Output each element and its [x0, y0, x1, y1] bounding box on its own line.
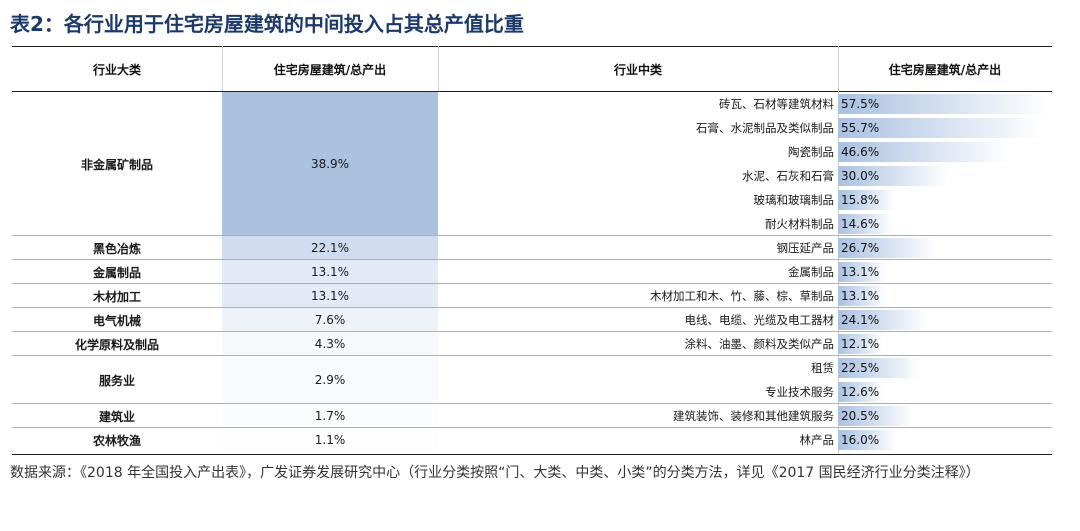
- sub-category-name: 水泥、石灰和石膏: [742, 169, 834, 183]
- major-category-ratio: 1.1%: [222, 428, 438, 452]
- sub-category-bar: 13.1%: [838, 284, 1050, 308]
- major-category-name: 木材加工: [92, 289, 141, 304]
- sub-category-name: 专业技术服务: [765, 385, 834, 399]
- sub-category-ratio: 14.6%: [841, 217, 880, 231]
- sub-category-ratio: 15.8%: [841, 193, 880, 207]
- bar-fill: [838, 214, 892, 234]
- sub-category-name: 砖瓦、石材等建筑材料: [719, 97, 834, 111]
- major-category-ratio: 38.9%: [222, 92, 438, 236]
- row-separator: [12, 307, 1052, 308]
- bar-fill: [838, 430, 897, 450]
- sub-category-name: 涂料、油墨、颜料及类似产品: [684, 337, 835, 351]
- sub-category-name: 陶瓷制品: [788, 145, 834, 159]
- major-category-ratio: 4.3%: [222, 332, 438, 356]
- sub-category-name: 建筑装饰、装修和其他建筑服务: [673, 409, 834, 423]
- sub-category-ratio: 26.7%: [841, 241, 880, 255]
- sub-category-bar: 12.6%: [838, 380, 1050, 404]
- sub-category-ratio: 46.6%: [841, 145, 880, 159]
- bar-fill: [838, 358, 921, 378]
- sub-category-bar: 16.0%: [838, 428, 1050, 452]
- sub-category-name: 玻璃和玻璃制品: [753, 193, 835, 207]
- bar-fill: [838, 406, 914, 426]
- sub-category-ratio: 24.1%: [841, 313, 880, 327]
- header-top-rule: [12, 46, 1052, 47]
- major-category-name: 金属制品: [92, 265, 141, 280]
- column-divider: [222, 46, 223, 91]
- sub-category-bar: 14.6%: [838, 212, 1050, 236]
- sub-category-bar: 13.1%: [838, 260, 1050, 284]
- major-category-name: 非金属矿制品: [80, 157, 153, 172]
- bar-fill: [838, 190, 896, 210]
- sub-category-name: 钢压延产品: [776, 241, 835, 255]
- sub-category-ratio: 16.0%: [841, 433, 880, 447]
- row-separator: [12, 283, 1052, 284]
- sub-category-ratio: 57.5%: [841, 97, 880, 111]
- bar-fill: [838, 286, 886, 306]
- sub-category-ratio: 22.5%: [841, 361, 880, 375]
- header-major-category: 行业大类: [92, 62, 141, 77]
- column-divider: [438, 46, 439, 91]
- bar-fill: [838, 142, 1010, 162]
- sub-category-bar: 20.5%: [838, 404, 1050, 428]
- major-category-name: 电气机械: [92, 313, 141, 328]
- sub-category-bar: 24.1%: [838, 308, 1050, 332]
- sub-category-ratio: 12.1%: [841, 337, 880, 351]
- sub-category-ratio: 30.0%: [841, 169, 880, 183]
- sub-category-name: 电线、电缆、光缆及电工器材: [684, 313, 835, 327]
- sub-category-bar: 15.8%: [838, 188, 1050, 212]
- sub-category-bar: 57.5%: [838, 92, 1050, 116]
- table-title: 表2：各行业用于住宅房屋建筑的中间投入占其总产值比重: [10, 12, 524, 36]
- header-bottom-rule: [12, 91, 1052, 92]
- bar-fill: [838, 382, 884, 402]
- sub-category-name: 木材加工和木、竹、藤、棕、草制品: [650, 289, 834, 303]
- sub-category-ratio: 13.1%: [841, 265, 880, 279]
- major-category-ratio: 22.1%: [222, 236, 438, 260]
- bar-fill: [838, 262, 886, 282]
- row-separator: [12, 403, 1052, 404]
- major-category-ratio: 1.7%: [222, 404, 438, 428]
- sub-category-bar: 12.1%: [838, 332, 1050, 356]
- row-separator: [12, 355, 1052, 356]
- major-category-name: 服务业: [98, 373, 135, 388]
- sub-category-name: 林产品: [799, 433, 835, 447]
- header-major-ratio: 住宅房屋建筑/总产出: [273, 62, 387, 77]
- major-category-name: 黑色冶炼: [92, 241, 141, 256]
- row-separator: [12, 331, 1052, 332]
- major-category-name: 化学原料及制品: [74, 337, 159, 352]
- major-category-name: 建筑业: [98, 409, 135, 424]
- sub-category-ratio: 55.7%: [841, 121, 880, 135]
- header-sub-ratio: 住宅房屋建筑/总产出: [888, 62, 1002, 77]
- sub-category-name: 耐火材料制品: [765, 217, 834, 231]
- sub-category-name: 金属制品: [788, 265, 834, 279]
- sub-category-bar: 26.7%: [838, 236, 1050, 260]
- table-bottom-rule: [12, 454, 1052, 455]
- bar-fill: [838, 334, 883, 354]
- bar-fill: [838, 94, 1050, 114]
- row-separator: [12, 259, 1052, 260]
- row-separator: [12, 235, 1052, 236]
- major-category-ratio: 7.6%: [222, 308, 438, 332]
- major-category-ratio: 13.1%: [222, 284, 438, 308]
- sub-category-name: 租赁: [811, 361, 834, 375]
- major-category-ratio: 13.1%: [222, 260, 438, 284]
- sub-category-bar: 46.6%: [838, 140, 1050, 164]
- sub-category-bar: 55.7%: [838, 116, 1050, 140]
- major-category-ratio: 2.9%: [222, 356, 438, 404]
- sub-category-name: 石膏、水泥制品及类似制品: [696, 121, 834, 135]
- sub-category-ratio: 13.1%: [841, 289, 880, 303]
- sub-category-ratio: 20.5%: [841, 409, 880, 423]
- major-category-name: 农林牧渔: [92, 433, 141, 448]
- sub-category-ratio: 12.6%: [841, 385, 880, 399]
- header-sub-category: 行业中类: [613, 62, 662, 77]
- bar-fill: [838, 118, 1043, 138]
- bar-fill: [838, 310, 927, 330]
- bar-fill: [838, 238, 936, 258]
- sub-category-bar: 22.5%: [838, 356, 1050, 380]
- row-separator: [12, 427, 1052, 428]
- source-note: 数据来源：《2018 年全国投入产出表》，广发证券发展研究中心（行业分类按照“门…: [10, 465, 980, 481]
- bar-fill: [838, 166, 949, 186]
- sub-category-bar: 30.0%: [838, 164, 1050, 188]
